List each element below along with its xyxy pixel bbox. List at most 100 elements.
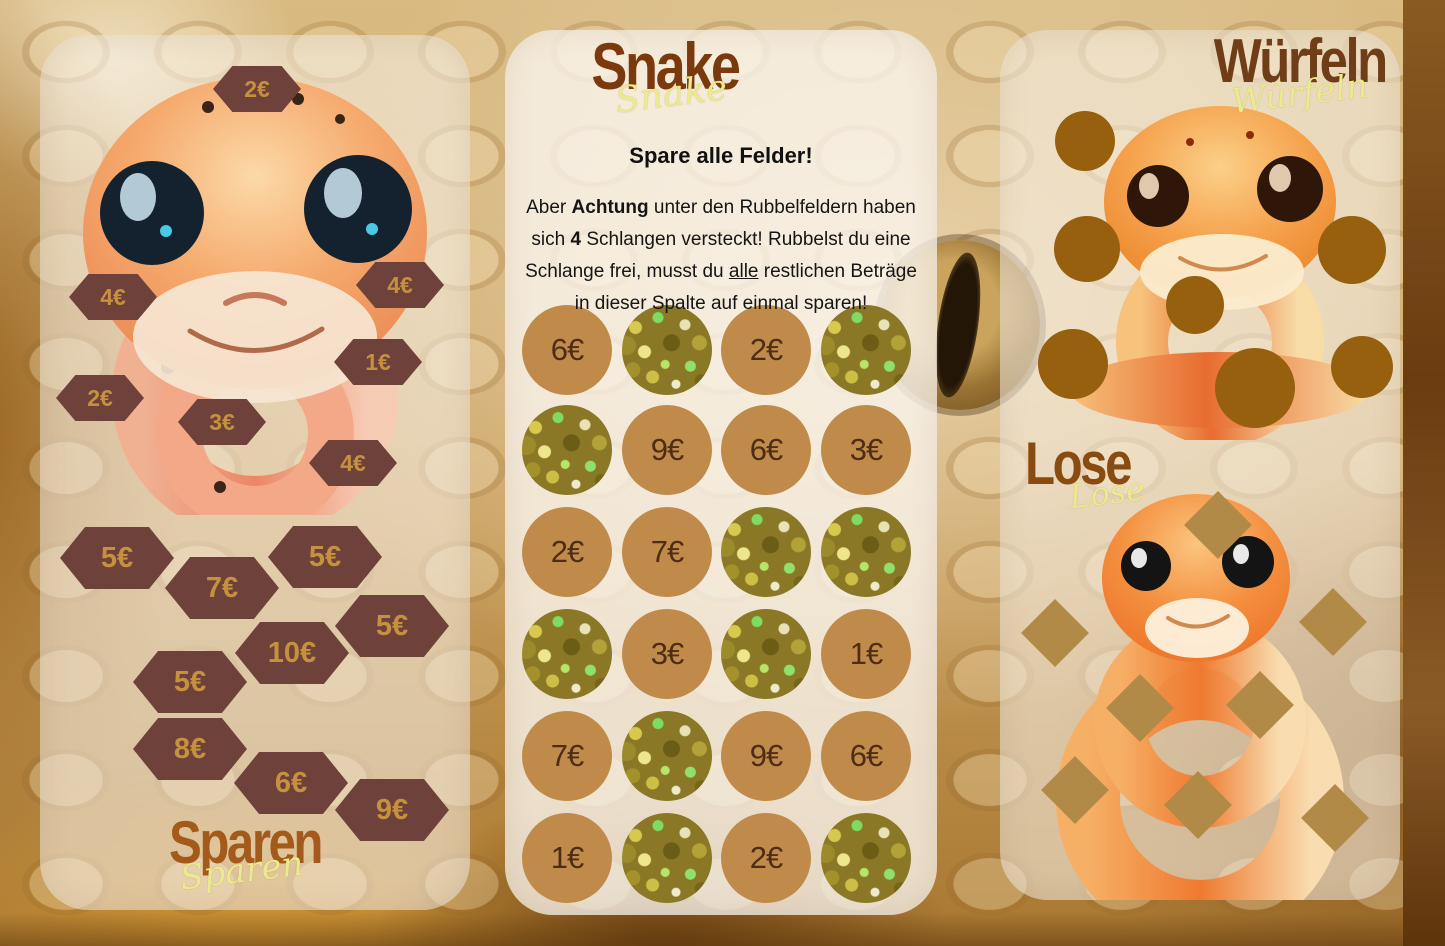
lose-title-text: Lose [1025,430,1132,497]
snake-title-text: Snake [591,29,741,103]
scratch-field[interactable] [821,507,911,597]
amount-field[interactable]: 7€ [622,507,712,597]
hexagon-amount-field[interactable]: 7€ [165,557,279,619]
scratch-field[interactable] [622,305,712,395]
sparen-panel: 2€ 4€ 4€ 1€ 2€ 3€ 4€ 5€ 7€ 5€ 5€ 10€ 5€ … [40,35,470,910]
hexagon-amount: 8€ [173,732,207,765]
amount-text: 6€ [849,738,883,773]
amount-field[interactable]: 9€ [721,711,811,801]
amount-field[interactable]: 2€ [721,305,811,395]
hexagon-amount: 5€ [173,665,207,698]
sparen-title: Sparen Sparen [100,809,390,899]
hexagon-amount: 4€ [100,283,126,310]
amount-field[interactable]: 2€ [721,813,811,903]
amount-text: 2€ [550,534,584,569]
hexagon-amount: 9€ [375,793,409,826]
hexagon-amount: 4€ [387,271,413,298]
instructions-part: Aber [526,197,572,218]
dice-dot-field[interactable] [1038,329,1108,399]
amount-text: 1€ [550,840,584,875]
snake-subtitle: Spare alle Felder! [629,143,813,168]
hexagon-amount: 1€ [365,348,391,375]
amount-text: 9€ [749,738,783,773]
hexagon-amount-field[interactable]: 2€ [213,66,301,112]
dice-dot-field[interactable] [1055,111,1115,171]
hexagon-amount: 5€ [100,541,134,574]
snake-eye-pupil [928,249,988,401]
instructions-bold: 4 [570,228,582,250]
hexagon-amount: 3€ [209,408,235,435]
scratch-field[interactable] [522,609,612,699]
hexagon-amount-field[interactable]: 4€ [309,440,397,486]
amount-field[interactable]: 3€ [821,405,911,495]
dice-dot-field[interactable] [1331,336,1393,398]
instructions-bold: Achtung [571,197,649,218]
lose-title: Lose Lose [1025,430,1153,517]
amount-text: 3€ [650,636,684,671]
wuerfeln-lose-panel: Würfeln Würfeln [1000,30,1400,900]
snake-title: Snake Snake [505,29,825,122]
amount-text: 6€ [550,332,584,367]
amount-text: 6€ [749,432,783,467]
scratch-field[interactable] [721,609,811,699]
amount-field[interactable]: 2€ [522,507,612,597]
amount-field[interactable]: 6€ [522,305,612,395]
scratch-field[interactable] [821,305,911,395]
hexagon-amount-field[interactable]: 6€ [234,752,348,814]
hexagon-amount: 6€ [274,766,308,799]
hexagon-amount-field[interactable]: 8€ [133,718,247,780]
amount-field[interactable]: 1€ [821,609,911,699]
amount-field[interactable]: 7€ [522,711,612,801]
hexagon-amount: 5€ [308,540,342,573]
hexagon-amount: 5€ [375,609,409,642]
hexagon-amount-field[interactable]: 1€ [334,339,422,385]
amount-text: 1€ [849,636,883,671]
hexagon-amount: 10€ [267,636,317,669]
snake-panel: Snake Snake Spare alle Felder! Aber Acht… [505,30,937,915]
hexagon-amount: 2€ [87,384,113,411]
amount-text: 9€ [650,432,684,467]
cute-snake-illustration-sparen [83,77,427,515]
hexagon-amount-field[interactable]: 4€ [356,262,444,308]
amount-field[interactable]: 6€ [821,711,911,801]
amount-field[interactable]: 3€ [622,609,712,699]
instructions-part: restlichen Beträge in dieser Spalte auf … [574,260,917,314]
wuerfeln-title-text: Würfeln [1214,27,1388,96]
scratch-field[interactable] [522,405,612,495]
background-bottom-shade [0,912,1445,946]
scratch-field[interactable] [821,813,911,903]
dice-dot-field[interactable] [1166,276,1224,334]
amount-field[interactable]: 1€ [522,813,612,903]
amount-text: 2€ [749,840,783,875]
hexagon-amount-field[interactable]: 5€ [268,526,382,588]
snake-instructions: Aber Achtung unter den Rubbelfeldern hab… [517,192,925,320]
amount-field[interactable]: 9€ [622,405,712,495]
instructions-part: unter den Rubbelfeldern haben sich [531,197,916,250]
scratch-field[interactable] [622,813,712,903]
hexagon-amount: 7€ [205,571,239,604]
dice-dot-field[interactable] [1054,216,1120,282]
amount-text: 7€ [550,738,584,773]
dice-dot-field[interactable] [1318,216,1386,284]
scratch-field[interactable] [721,507,811,597]
hexagon-amount-field[interactable]: 5€ [133,651,247,713]
hexagon-amount-field[interactable]: 10€ [235,622,349,684]
hexagon-amount-field[interactable]: 2€ [56,375,144,421]
hexagon-amount-field[interactable]: 5€ [60,527,174,589]
amount-field[interactable]: 6€ [721,405,811,495]
hexagon-amount-field[interactable]: 9€ [335,779,449,841]
hexagon-amount: 2€ [244,75,270,102]
wuerfeln-title: Würfeln Würfeln [1176,27,1388,123]
hexagon-amount: 4€ [340,449,366,476]
instructions-part: Schlangen versteckt! Rubbelst du eine Sc… [525,228,911,282]
hexagon-amount-field[interactable]: 4€ [69,274,157,320]
amount-text: 3€ [849,432,883,467]
dice-dot-field[interactable] [1215,348,1295,428]
amount-text: 7€ [650,534,684,569]
instructions-underline: alle [728,260,759,282]
hexagon-amount-field[interactable]: 3€ [178,399,266,445]
hexagon-amount-field[interactable]: 5€ [335,595,449,657]
sparen-title-text: Sparen [168,809,324,876]
scratch-field[interactable] [622,711,712,801]
background-right-strip [1403,0,1445,946]
